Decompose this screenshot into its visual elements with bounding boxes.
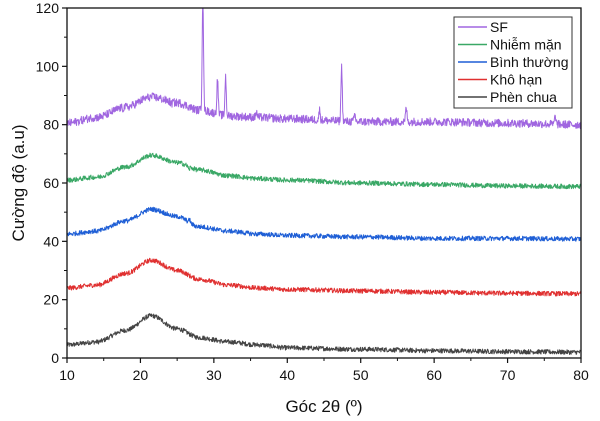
- x-tick-label: 20: [133, 367, 149, 383]
- x-axis-title: Góc 2θ (º): [285, 397, 362, 416]
- x-tick-label: 50: [353, 367, 369, 383]
- x-tick-label: 70: [500, 367, 516, 383]
- y-tick-label: 80: [43, 117, 59, 133]
- y-tick-label: 20: [43, 292, 59, 308]
- y-axis-title: Cường độ (a.u): [9, 124, 28, 241]
- legend-label: Phèn chua: [490, 89, 557, 105]
- series-layer: [67, 8, 581, 355]
- legend-label: Nhiễm mặn: [490, 37, 562, 53]
- x-axis: 10 20 30 40 50 60 70 80: [59, 358, 589, 383]
- y-tick-label: 40: [43, 233, 59, 249]
- y-tick-label: 120: [36, 0, 60, 16]
- x-tick-label: 60: [426, 367, 442, 383]
- legend-label: SF: [490, 19, 508, 35]
- series-line-kho-han: [67, 257, 581, 297]
- x-tick-label: 30: [206, 367, 222, 383]
- legend-label: Khô hạn: [490, 72, 542, 88]
- y-tick-label: 60: [43, 175, 59, 191]
- series-line-binh-thuong: [67, 206, 581, 242]
- x-tick-label: 40: [279, 367, 295, 383]
- legend-label: Bình thường: [490, 54, 569, 70]
- x-tick-label: 80: [573, 367, 589, 383]
- series-line-nhiem-man: [67, 152, 581, 190]
- y-tick-label: 100: [36, 58, 60, 74]
- series-line-sf: [67, 8, 581, 130]
- y-axis: 0 20 40 60 80 100 120: [36, 0, 67, 366]
- x-tick-label: 10: [59, 367, 75, 383]
- y-tick-label: 0: [51, 350, 59, 366]
- series-line-phen-chua: [67, 313, 581, 355]
